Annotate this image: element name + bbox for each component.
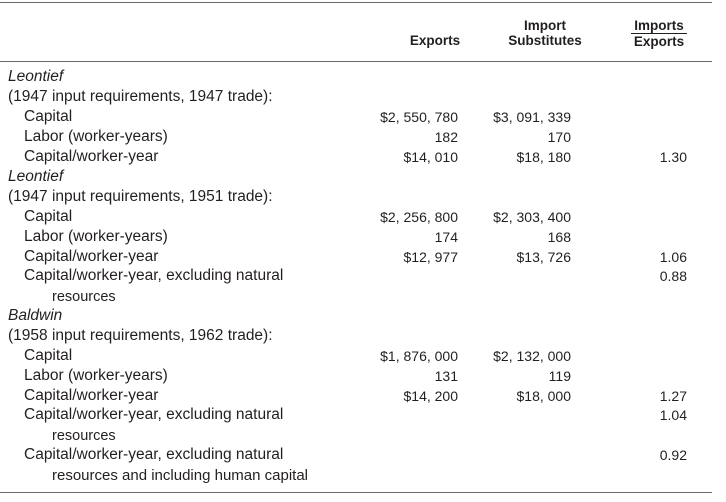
table-rule-top xyxy=(0,2,712,3)
imports-value: 119 xyxy=(548,368,571,384)
row-label: Labor (worker-years) xyxy=(24,128,168,145)
table-rule-header xyxy=(0,61,712,62)
table-rule-bottom xyxy=(0,492,712,493)
ratio-value: 1.06 xyxy=(659,249,687,265)
exports-value: $12, 977 xyxy=(403,249,459,265)
exports-value: 182 xyxy=(434,129,458,145)
exports-value: $14, 200 xyxy=(403,388,459,404)
study-name: Leontief xyxy=(8,68,64,85)
study-period: (1947 input requirements, 1951 trade): xyxy=(8,188,273,205)
row-label: Capital xyxy=(24,347,73,364)
study-period: (1947 input requirements, 1947 trade): xyxy=(8,88,273,105)
row-label-continuation: resources xyxy=(52,428,116,444)
row-label: Capital/worker-year, excluding natural xyxy=(24,446,284,463)
imports-value: $13, 726 xyxy=(516,249,572,265)
imports-value: $2, 132, 000 xyxy=(493,348,571,364)
row-label: Capital/worker-year xyxy=(24,148,159,165)
row-label: Capital/worker-year, excluding natural xyxy=(24,406,284,423)
study-name: Leontief xyxy=(8,168,64,185)
row-label: Capital/worker-year, excluding natural xyxy=(24,267,284,284)
row-label-continuation: resources and including human capital xyxy=(52,467,308,484)
row-label: Capital/worker-year xyxy=(24,248,159,265)
imports-value: $2, 303, 400 xyxy=(493,209,571,225)
column-header-import-substitutes: Import Substitutes xyxy=(508,18,582,48)
ratio-value: 0.88 xyxy=(659,268,687,284)
row-label: Capital xyxy=(24,208,73,225)
exports-value: 131 xyxy=(434,368,458,384)
study-name: Baldwin xyxy=(8,307,63,324)
row-label: Capital xyxy=(24,108,73,125)
column-header-ratio: Imports Exports xyxy=(618,18,700,49)
ratio-value: 0.92 xyxy=(659,447,687,463)
imports-value: $3, 091, 339 xyxy=(493,109,571,125)
ratio-value: 1.30 xyxy=(659,149,687,165)
imports-value: 168 xyxy=(547,229,571,245)
imports-value: $18, 180 xyxy=(516,149,572,165)
row-label: Labor (worker-years) xyxy=(24,367,168,384)
row-label-continuation: resources xyxy=(52,289,116,305)
ratio-denominator: Exports xyxy=(631,33,687,49)
row-label: Capital/worker-year xyxy=(24,387,159,404)
exports-value: $2, 550, 780 xyxy=(380,109,458,125)
imports-value: 170 xyxy=(547,129,571,145)
exports-value: $2, 256, 800 xyxy=(380,209,458,225)
ratio-value: 1.04 xyxy=(659,407,687,423)
ratio-numerator: Imports xyxy=(634,18,684,33)
exports-value: 174 xyxy=(434,229,458,245)
column-header-exports: Exports xyxy=(409,33,461,48)
exports-value: $1, 876, 000 xyxy=(380,348,458,364)
ratio-value: 1.27 xyxy=(659,388,687,404)
row-label: Labor (worker-years) xyxy=(24,228,168,245)
exports-value: $14, 010 xyxy=(403,149,459,165)
study-period: (1958 input requirements, 1962 trade): xyxy=(8,327,273,344)
imports-value: $18, 000 xyxy=(516,388,572,404)
